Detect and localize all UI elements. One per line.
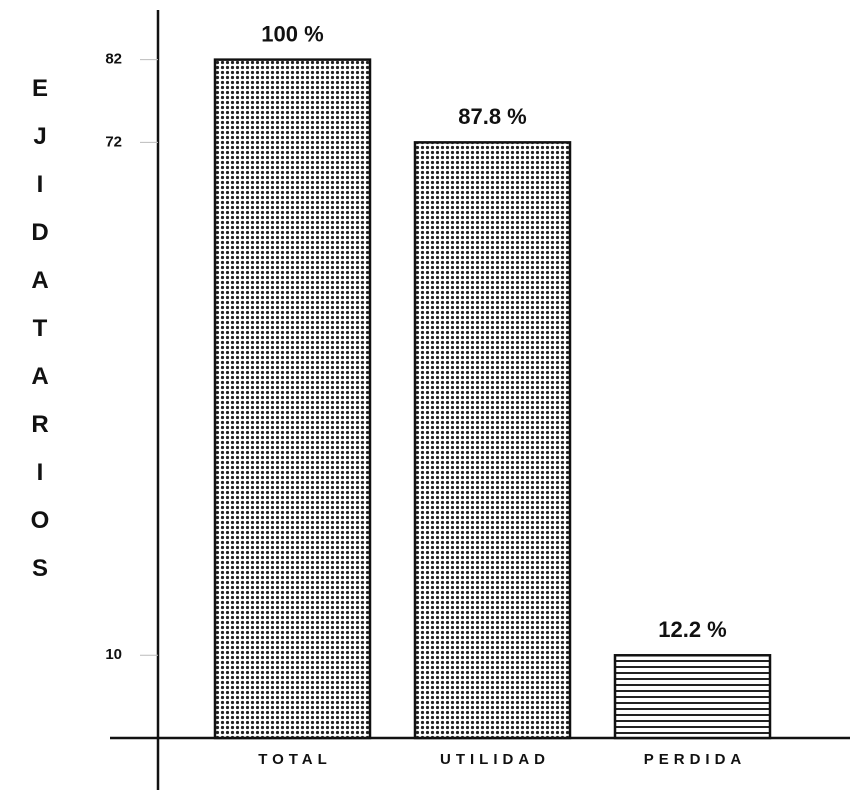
bar [613,654,772,740]
bar-annotation: 87.8 % [458,104,527,129]
bar-annotation: 100 % [261,21,323,46]
y-tick-label: 72 [105,133,122,150]
y-tick-label: 10 [105,646,122,663]
x-tick-label: TOTAL [258,751,332,768]
x-tick-label: PERDIDA [644,751,747,768]
y-tick-label: 82 [105,51,122,68]
x-tick-label: UTILIDAD [440,751,550,768]
bar-annotation: 12.2 % [658,617,727,642]
bar [413,141,572,740]
bar [213,58,372,740]
